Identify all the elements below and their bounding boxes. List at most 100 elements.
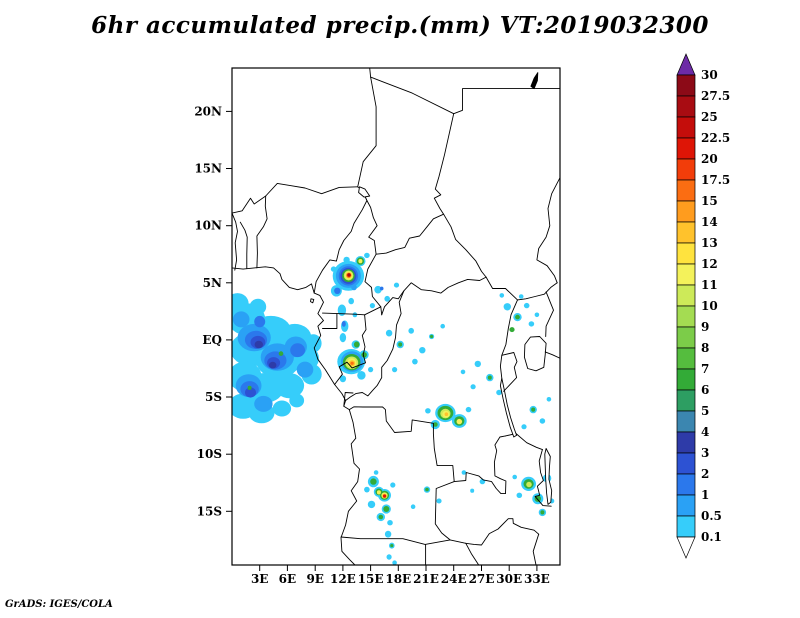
border-chad-car — [375, 213, 445, 255]
precip-cell — [515, 314, 520, 320]
x-tick-label: 9E — [306, 572, 324, 586]
precip-cell — [392, 560, 397, 565]
precip-cell — [254, 315, 266, 328]
precip-cell — [440, 323, 446, 329]
colorbar-segment — [676, 389, 696, 412]
precip-cell — [539, 418, 546, 424]
precip-cell — [496, 389, 502, 396]
precip-cell — [518, 294, 524, 299]
colorbar-segment — [676, 284, 696, 307]
colorbar-segment — [676, 452, 696, 475]
precip-cell — [343, 256, 350, 264]
precip-cell — [361, 352, 367, 358]
precip-shading — [232, 252, 555, 565]
precip-cell — [512, 474, 517, 480]
precip-cell — [393, 282, 400, 288]
colorbar-tick-label: 22.5 — [701, 131, 730, 145]
precip-cell — [254, 340, 263, 349]
border-nigeria-west-north — [256, 182, 359, 269]
precip-cell — [392, 367, 398, 373]
precip-cell — [521, 424, 527, 430]
y-tick-label: 10N — [194, 219, 222, 233]
x-tick-label: 15E — [358, 572, 384, 586]
precip-cell — [460, 369, 466, 375]
precip-cell — [384, 530, 392, 538]
border-angola-drc — [348, 406, 455, 483]
colorbar-arrow-high — [676, 53, 696, 76]
colorbar-segment — [676, 494, 696, 517]
border-cameroon-south — [336, 306, 382, 316]
precip-cell — [364, 252, 370, 259]
colorbar-tick-label: 27.5 — [701, 89, 730, 103]
border-cabinda — [343, 392, 354, 407]
colorbar-segment — [676, 368, 696, 391]
precip-cell — [353, 341, 360, 348]
border-cameroon-east — [361, 189, 383, 316]
border-lake-nasser — [530, 72, 539, 90]
precip-cell — [341, 321, 346, 327]
border-sudan-ethiopia — [536, 177, 560, 284]
border-libya-sudan-egypt — [453, 88, 560, 115]
precip-cell — [278, 351, 284, 356]
precip-cell — [425, 487, 429, 492]
y-axis: 20N 15N 10N 5N EQ 5S 10S 15S — [194, 104, 232, 518]
colorbar-tick-label: 17.5 — [701, 173, 730, 187]
precip-cell — [376, 490, 381, 495]
y-tick-label: 20N — [194, 104, 222, 118]
precip-cell — [245, 387, 256, 398]
colorbar-tick-label: 2 — [701, 467, 709, 481]
border-bioko-island — [310, 298, 315, 304]
precip-cell — [352, 312, 358, 318]
colorbar-tick-label: 3 — [701, 446, 709, 460]
colorbar-tick-label: 12 — [701, 257, 718, 271]
x-axis: 3E 6E 9E 12E 15E 18E 21E 24E 27E 30E 33E — [251, 565, 550, 586]
precip-cell — [390, 544, 394, 548]
precip-cell — [509, 327, 515, 333]
border-ghana-togo — [232, 212, 238, 271]
colorbar-segment — [676, 263, 696, 286]
colorbar-segment — [676, 116, 696, 139]
precip-cell — [387, 520, 393, 526]
precip-cell — [383, 494, 387, 498]
precip-cell — [528, 321, 535, 327]
y-tick-label: 15N — [194, 162, 222, 176]
precip-cell — [386, 554, 392, 560]
colorbar-tick-label: 20 — [701, 152, 718, 166]
colorbar-tick-label: 10 — [701, 299, 718, 313]
precip-cell — [358, 259, 363, 264]
colorbar-segment — [676, 179, 696, 202]
colorbar-tick-label: 11 — [701, 278, 718, 292]
precip-cell — [436, 498, 442, 504]
border-angola-zambia — [434, 481, 455, 541]
precip-cell — [337, 304, 347, 316]
y-tick-label: 10S — [197, 447, 222, 461]
precip-cell — [379, 286, 384, 291]
precip-cell — [347, 273, 351, 277]
precip-cell — [412, 358, 418, 365]
x-tick-label: 3E — [251, 572, 269, 586]
precip-cell — [526, 481, 532, 488]
precip-cell — [456, 418, 463, 425]
precip-cell — [269, 361, 277, 369]
precip-cell — [249, 298, 267, 315]
precip-cell — [410, 504, 416, 510]
precip-cell — [534, 312, 540, 318]
precip-cell — [289, 393, 305, 408]
x-tick-label: 6E — [279, 572, 297, 586]
precip-cell — [374, 285, 382, 294]
precip-cell — [232, 311, 250, 328]
colorbar-tick-label: 4 — [701, 425, 709, 439]
chart-title: 6hr accumulated precip.(mm) VT:201903230… — [91, 12, 709, 39]
precip-cell — [232, 293, 249, 314]
colorbar-tick-label: 14 — [701, 215, 718, 229]
border-coastline — [232, 266, 360, 565]
border-angola-namibia — [340, 536, 467, 545]
border-lake-malawi — [544, 448, 553, 505]
precip-cell — [334, 287, 341, 294]
precip-cell — [523, 302, 530, 309]
colorbar-segment — [676, 410, 696, 433]
colorbar-tick-label: 9 — [701, 320, 709, 334]
precip-cell — [470, 384, 476, 390]
border-lake-tanganyika — [499, 377, 518, 438]
